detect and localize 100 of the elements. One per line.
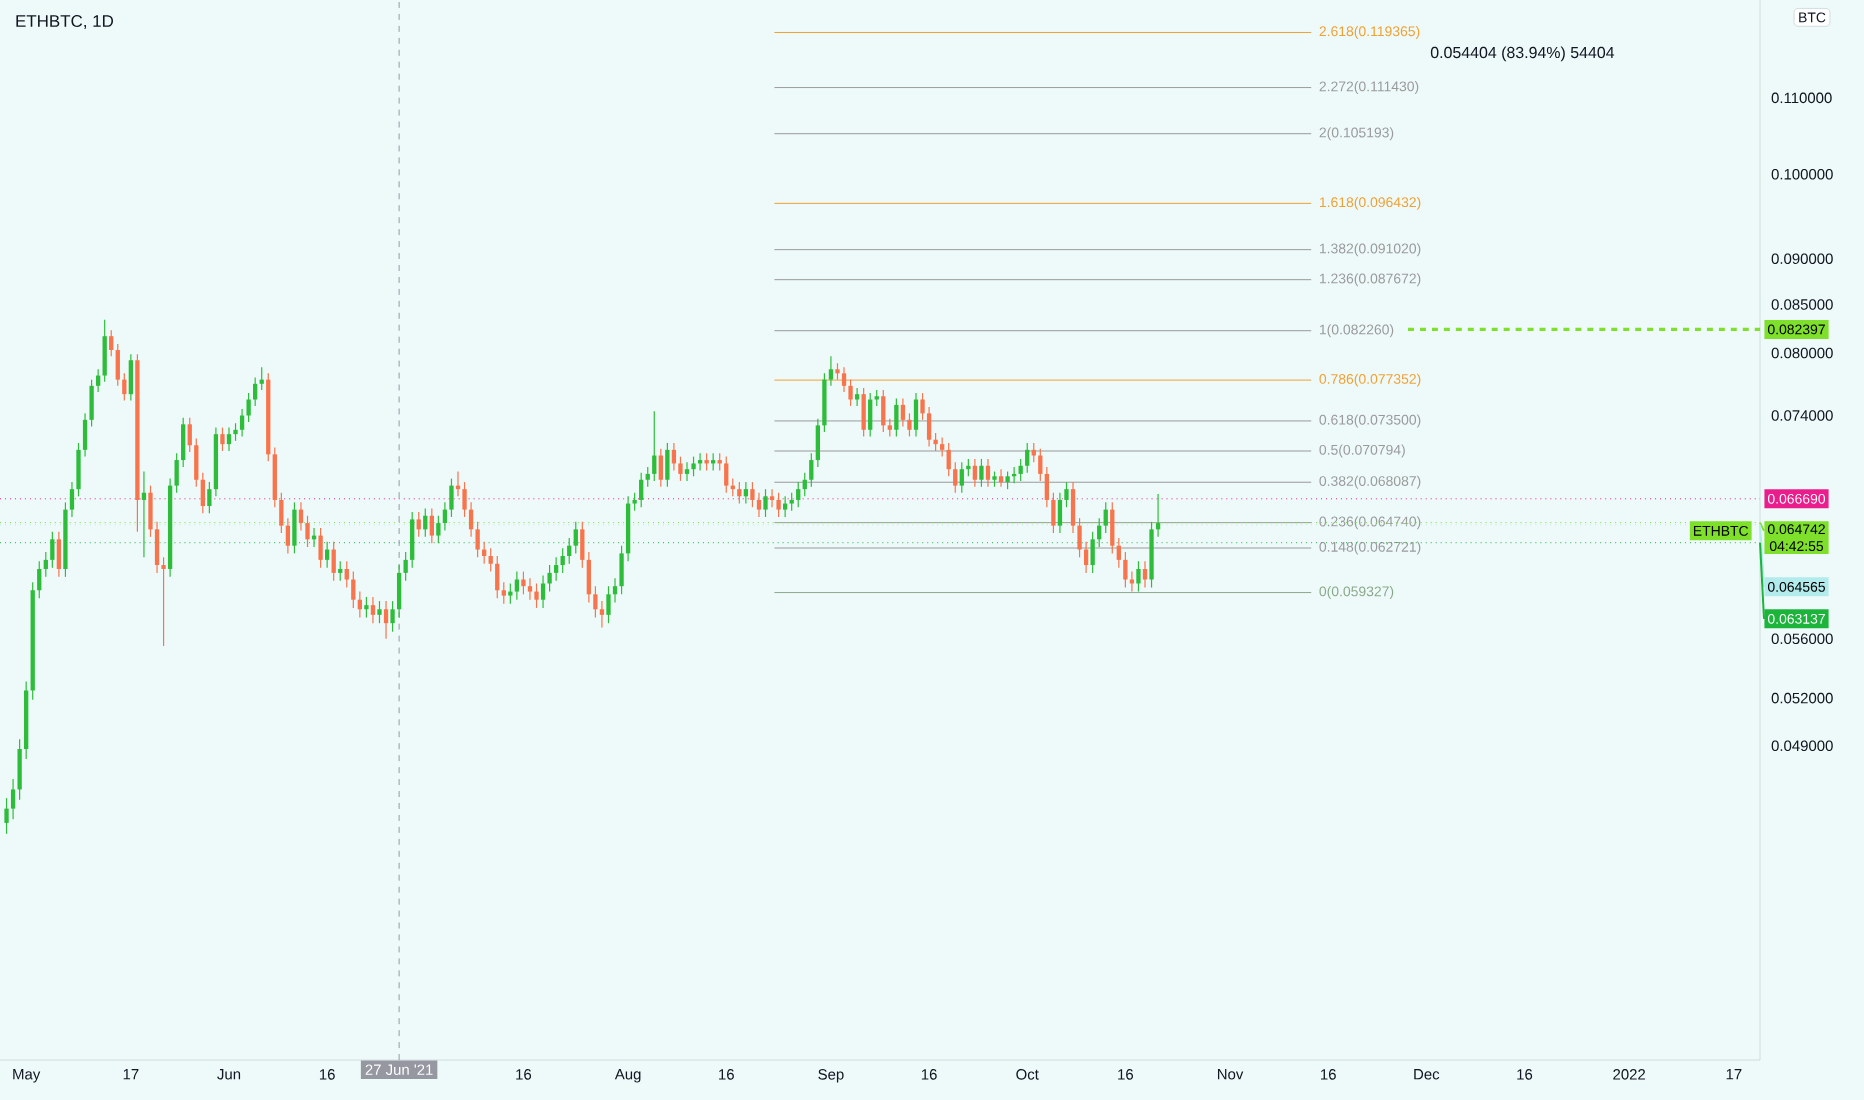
candlestick: [763, 488, 768, 518]
candlestick: [789, 492, 794, 512]
candlestick: [632, 492, 637, 512]
candlestick: [1116, 537, 1121, 569]
candlestick: [37, 560, 42, 599]
candlestick: [854, 387, 860, 407]
candlestick: [141, 470, 147, 558]
candlestick: [567, 537, 572, 565]
candlestick: [403, 551, 408, 582]
candlestick: [868, 392, 873, 438]
candlestick: [410, 511, 415, 569]
candlestick: [553, 556, 559, 582]
candlestick: [181, 417, 186, 468]
candlestick: [292, 501, 297, 554]
candlestick: [416, 511, 421, 538]
candlestick: [194, 437, 199, 488]
candlestick: [769, 488, 775, 508]
candlestick: [881, 389, 886, 433]
candlestick: [128, 353, 134, 402]
candlestick: [586, 551, 592, 604]
candlestick: [527, 577, 533, 601]
candlestick: [514, 570, 520, 601]
candlestick: [809, 452, 814, 488]
candlestick: [1057, 492, 1063, 534]
candlestick: [115, 343, 120, 387]
candlestick: [377, 600, 382, 624]
candlestick: [331, 541, 336, 582]
candlestick: [756, 492, 762, 518]
candlestick: [560, 547, 565, 574]
candlestick: [50, 531, 55, 569]
candlestick: [226, 426, 232, 452]
candlestick: [298, 501, 304, 532]
candlestick: [639, 472, 644, 508]
candlestick: [1038, 448, 1043, 482]
candlestick: [187, 417, 192, 453]
candlestick: [109, 329, 114, 357]
candlestick: [1136, 560, 1141, 593]
candlestick: [573, 521, 578, 554]
candlestick: [782, 495, 788, 518]
candlestick: [200, 472, 205, 514]
candlestick: [318, 527, 323, 569]
candlestick: [364, 596, 369, 619]
candlestick: [913, 392, 919, 438]
candlestick: [606, 585, 611, 624]
candlestick: [56, 531, 62, 578]
candlestick: [540, 574, 546, 609]
candlestick: [926, 406, 932, 448]
candlestick: [495, 555, 500, 599]
candlestick: [599, 600, 605, 628]
candlestick: [344, 560, 349, 589]
candlestick: [841, 366, 847, 393]
candlestick: [796, 481, 801, 508]
candlestick: [665, 442, 670, 488]
candlestick: [43, 551, 48, 578]
candlestick: [658, 448, 663, 488]
candlestick: [488, 547, 493, 573]
candlestick: [972, 458, 978, 488]
candlestick: [370, 596, 376, 624]
candlestick: [253, 376, 258, 407]
candlestick: [501, 581, 506, 605]
candlestick: [102, 319, 107, 383]
candlestick: [691, 456, 696, 477]
candlestick: [429, 507, 434, 544]
candlestick: [652, 410, 657, 482]
candlestick: [1103, 501, 1108, 534]
candlestick: [998, 468, 1004, 488]
candlestick: [1018, 458, 1023, 482]
candlestick: [521, 570, 526, 595]
candlestick: [1090, 531, 1095, 574]
candlestick: [946, 442, 951, 477]
candlestick: [985, 458, 991, 488]
candlestick: [1025, 442, 1030, 474]
candlestick: [737, 481, 742, 505]
candlestick: [383, 600, 389, 640]
candlestick: [776, 492, 781, 518]
candlestick: [580, 521, 585, 569]
candlestick: [979, 458, 984, 488]
candlestick: [645, 466, 650, 488]
candlestick: [351, 570, 356, 609]
candlestick: [894, 397, 899, 438]
candlestick: [396, 564, 402, 619]
candlestick: [684, 461, 690, 482]
text: ETHBTC, 1D: [16, 15, 114, 30]
candlestick: [1110, 501, 1115, 554]
candlestick: [534, 582, 539, 609]
candlestick: [940, 436, 945, 458]
candlestick: [900, 397, 906, 428]
candlestick: [1031, 442, 1036, 463]
candlestick: [239, 408, 245, 438]
candlestick: [724, 456, 729, 494]
candlestick: [272, 446, 277, 508]
candlestick: [1123, 551, 1128, 589]
candlestick: [174, 452, 179, 494]
candlestick: [861, 387, 866, 438]
candlestick: [953, 461, 958, 494]
candlestick: [1142, 560, 1148, 589]
candlestick: [338, 560, 343, 582]
candlestick: [743, 481, 749, 505]
candlestick: [959, 461, 964, 494]
candlestick: [220, 426, 225, 452]
